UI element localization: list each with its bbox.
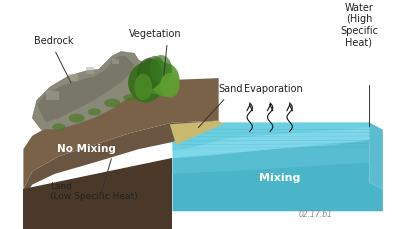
Polygon shape — [173, 123, 371, 151]
Polygon shape — [170, 121, 223, 145]
Text: 02.17.b1: 02.17.b1 — [299, 209, 332, 218]
Polygon shape — [23, 158, 173, 229]
Ellipse shape — [150, 56, 172, 84]
Ellipse shape — [52, 124, 66, 131]
Polygon shape — [23, 79, 219, 189]
Ellipse shape — [134, 74, 152, 101]
Polygon shape — [139, 63, 146, 67]
Text: No Mixing: No Mixing — [57, 143, 116, 153]
Polygon shape — [37, 57, 134, 123]
Text: Bedrock: Bedrock — [34, 35, 74, 45]
Ellipse shape — [104, 99, 120, 108]
Polygon shape — [173, 123, 374, 158]
Text: Sand: Sand — [219, 84, 243, 94]
Polygon shape — [32, 52, 163, 130]
Polygon shape — [173, 141, 383, 211]
Ellipse shape — [137, 59, 162, 90]
Ellipse shape — [128, 63, 163, 103]
Ellipse shape — [160, 74, 180, 98]
Polygon shape — [173, 141, 369, 174]
Text: Land
(Low Specific Heat): Land (Low Specific Heat) — [50, 181, 138, 200]
Text: Vegetation: Vegetation — [129, 28, 181, 38]
Text: Mixing: Mixing — [259, 172, 300, 182]
Text: Water
(High
Specific
Heat): Water (High Specific Heat) — [340, 3, 378, 47]
Ellipse shape — [123, 95, 136, 102]
Polygon shape — [369, 123, 383, 189]
Polygon shape — [68, 74, 78, 82]
Polygon shape — [112, 59, 119, 65]
Polygon shape — [86, 68, 94, 74]
Polygon shape — [23, 121, 219, 198]
Polygon shape — [46, 92, 59, 101]
Ellipse shape — [69, 114, 84, 123]
Ellipse shape — [88, 109, 101, 116]
Ellipse shape — [151, 64, 180, 97]
Text: Evaporation: Evaporation — [243, 84, 302, 94]
Ellipse shape — [139, 59, 170, 95]
